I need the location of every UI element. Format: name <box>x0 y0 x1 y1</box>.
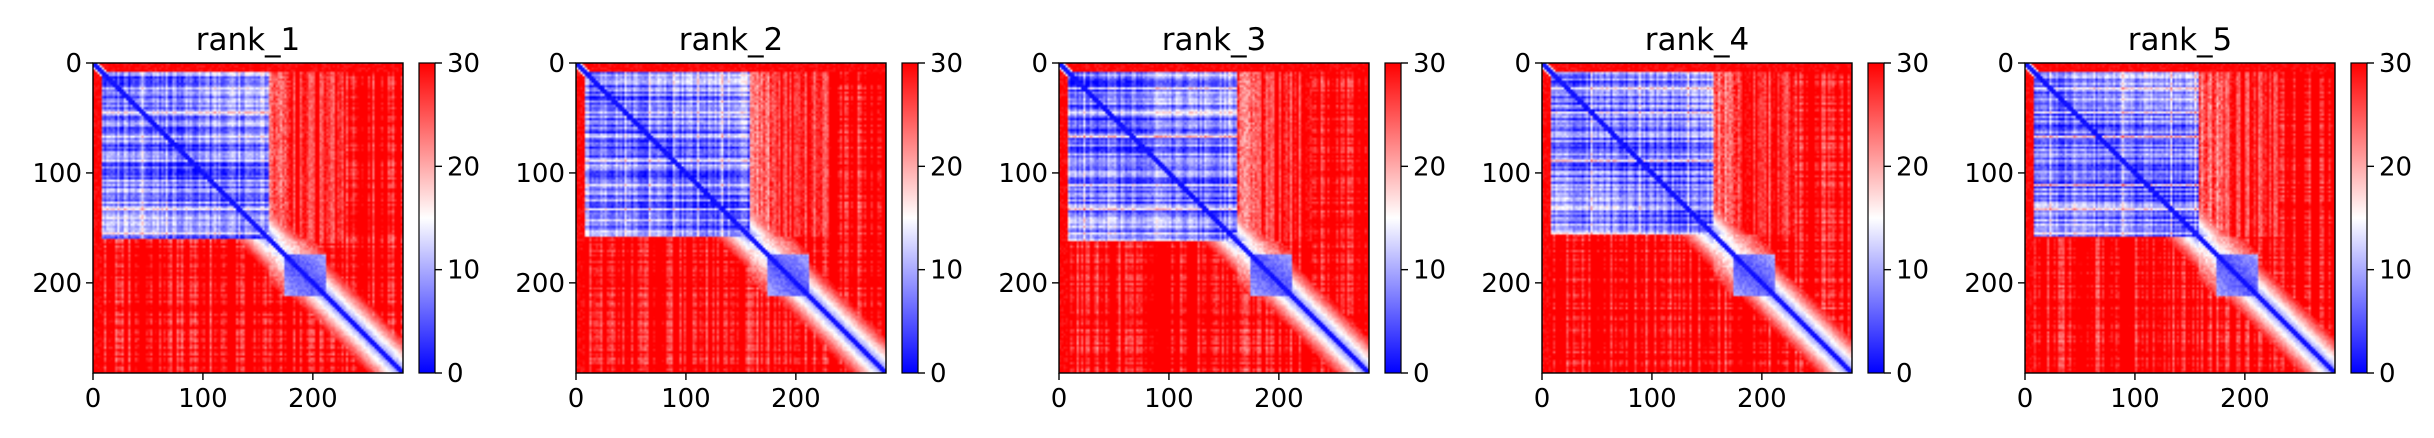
colorbar-tick-label: 0 <box>930 359 947 389</box>
x-tick-label: 100 <box>661 384 711 414</box>
x-tick-label: 200 <box>1737 384 1787 414</box>
colorbar-tick-label: 10 <box>1413 256 1446 286</box>
pae-heatmap <box>93 63 403 373</box>
panel-title: rank_2 <box>679 22 784 58</box>
colorbar-tick-label: 0 <box>447 359 464 389</box>
colorbar-tick-label: 20 <box>930 152 963 182</box>
pae-panel-3: rank_3 0 100 200 0 100 200 0 10 20 30 <box>998 22 1446 414</box>
x-tick-label: 100 <box>178 384 228 414</box>
x-tick-label: 200 <box>2220 384 2270 414</box>
colorbar-tick-label: 20 <box>1896 152 1929 182</box>
colorbar-tick-label: 20 <box>1413 152 1446 182</box>
y-tick-label: 200 <box>32 269 82 299</box>
x-tick-label: 200 <box>288 384 338 414</box>
colorbar <box>2350 62 2368 374</box>
heatmap-frame <box>575 62 887 374</box>
heatmap-frame <box>1541 62 1853 374</box>
y-tick-label: 200 <box>998 269 1048 299</box>
heatmap-frame <box>1058 62 1370 374</box>
pae-panel-5: rank_5 0 100 200 0 100 200 0 10 20 30 <box>1964 22 2412 414</box>
x-tick-label: 200 <box>771 384 821 414</box>
y-tick-label: 200 <box>1481 269 1531 299</box>
y-tick-label: 100 <box>32 159 82 189</box>
colorbar-tick-label: 0 <box>1896 359 1913 389</box>
pae-heatmap <box>576 63 886 373</box>
colorbar-tick-label: 10 <box>2379 256 2412 286</box>
x-tick-label: 200 <box>1254 384 1304 414</box>
colorbar-tick-label: 20 <box>447 152 480 182</box>
panel-title: rank_1 <box>196 22 301 58</box>
y-tick-label: 100 <box>1481 159 1531 189</box>
colorbar-tick-label: 30 <box>1413 49 1446 79</box>
y-tick-label: 100 <box>998 159 1048 189</box>
colorbar <box>1384 62 1402 374</box>
pae-panel-1: rank_1 0 100 200 0 100 200 0 10 20 30 <box>32 22 480 414</box>
colorbar-tick-label: 10 <box>1896 256 1929 286</box>
x-tick-label: 0 <box>1051 384 1068 414</box>
colorbar-tick-label: 10 <box>930 256 963 286</box>
colorbar-tick-label: 0 <box>2379 359 2396 389</box>
colorbar-tick-label: 30 <box>1896 49 1929 79</box>
y-tick-label: 0 <box>1031 49 1048 79</box>
y-tick-label: 100 <box>515 159 565 189</box>
y-tick-label: 100 <box>1964 159 2014 189</box>
pae-panel-2: rank_2 0 100 200 0 100 200 0 10 20 30 <box>515 22 963 414</box>
colorbar-tick-label: 30 <box>930 49 963 79</box>
pae-panel-4: rank_4 0 100 200 0 100 200 0 10 20 30 <box>1481 22 1929 414</box>
colorbar-tick-label: 30 <box>447 49 480 79</box>
y-tick-label: 200 <box>1964 269 2014 299</box>
x-tick-label: 0 <box>2017 384 2034 414</box>
panel-title: rank_3 <box>1162 22 1267 58</box>
x-tick-label: 100 <box>1627 384 1677 414</box>
heatmap-frame <box>92 62 404 374</box>
y-tick-label: 0 <box>548 49 565 79</box>
colorbar-tick-label: 0 <box>1413 359 1430 389</box>
panel-title: rank_4 <box>1645 22 1750 58</box>
y-tick-label: 200 <box>515 269 565 299</box>
colorbar-tick-label: 10 <box>447 256 480 286</box>
pae-heatmap <box>1542 63 1852 373</box>
heatmap-frame <box>2024 62 2336 374</box>
colorbar <box>901 62 919 374</box>
x-tick-label: 100 <box>1144 384 1194 414</box>
colorbar <box>418 62 436 374</box>
y-tick-label: 0 <box>1997 49 2014 79</box>
x-tick-label: 0 <box>1534 384 1551 414</box>
colorbar <box>1867 62 1885 374</box>
x-tick-label: 0 <box>85 384 102 414</box>
x-tick-label: 0 <box>568 384 585 414</box>
colorbar-tick-label: 20 <box>2379 152 2412 182</box>
pae-heatmap <box>2025 63 2335 373</box>
pae-heatmap <box>1059 63 1369 373</box>
y-tick-label: 0 <box>65 49 82 79</box>
panel-title: rank_5 <box>2128 22 2233 58</box>
y-tick-label: 0 <box>1514 49 1531 79</box>
colorbar-tick-label: 30 <box>2379 49 2412 79</box>
x-tick-label: 100 <box>2110 384 2160 414</box>
